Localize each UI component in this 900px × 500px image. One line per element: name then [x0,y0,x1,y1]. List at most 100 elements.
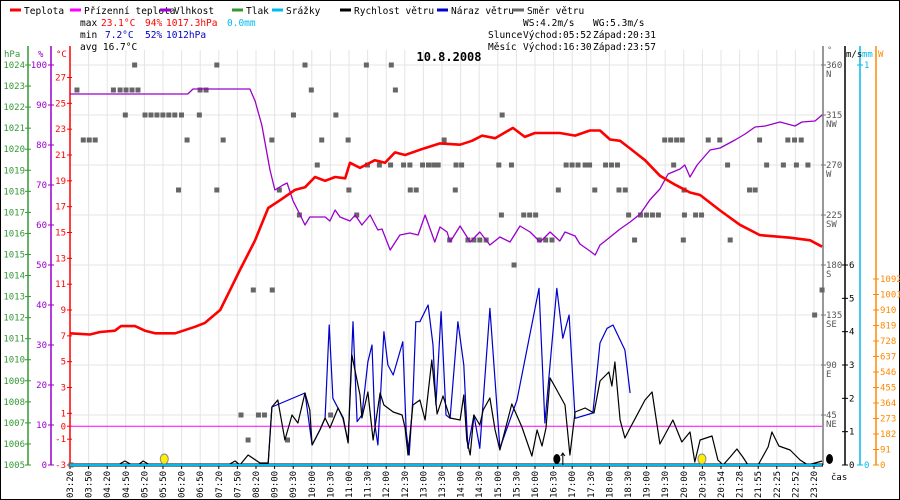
temperature-tick-label: 13 [55,254,66,264]
x-tick-label: 03:20 [66,471,76,498]
direction-tick-label: 90 [826,361,837,371]
wind-direction-point [413,187,419,193]
temperature-tick-label: 25 [55,99,66,109]
wind-direction-point [132,62,138,68]
legend-label-3: Tlak [246,6,269,17]
wind-direction-point [649,212,655,218]
wind-direction-point [609,162,615,168]
humidity-tick-label: 40 [36,301,47,311]
direction-tick-label: 270 [826,161,842,171]
wind-direction-point [172,112,178,118]
solar-tick-label: 728 [880,337,896,347]
wind-direction-point [255,412,261,418]
wind-direction-point [792,137,798,143]
pressure-tick-label: 1021 [3,124,25,134]
wind-direction-point [425,162,431,168]
legend-label-0: Teplota [24,6,64,17]
x-tick-label: 22:25 [773,471,783,498]
humidity-tick-label: 50 [36,261,47,271]
wind-direction-point [727,237,733,243]
temperature-tick-label: 19 [55,177,66,187]
wind-direction-point [680,237,686,243]
wind-direction-point [285,437,291,443]
wind-direction-point [302,62,308,68]
wind-direction-point [407,162,413,168]
wind-direction-point [812,312,818,318]
humidity-tick-label: 70 [36,181,47,191]
wind-direction-point [388,162,394,168]
x-tick-label: 15:00 [494,471,504,498]
x-tick-label: 05:50 [159,471,169,498]
wind-tick-label: 5 [849,294,854,304]
temperature-tick-label: 3 [61,384,66,394]
x-tick-label: 17:00 [568,471,578,498]
x-tick-label: 03:50 [85,471,95,498]
wind-direction-point [668,137,674,143]
x-tick-label: 04:20 [103,471,113,498]
wind-direction-point [785,137,791,143]
wind-direction-point [582,162,588,168]
direction-tick-name: NW [826,120,837,130]
wind-direction-point [521,212,527,218]
wind-direction-point [245,437,251,443]
wind-direction-point [276,187,282,193]
wind-direction-point [679,137,685,143]
wind-direction-point [319,137,325,143]
x-tick-label: 21:55 [754,471,764,498]
temperature-tick-label: 7 [61,332,66,342]
wind-direction-point [86,137,92,143]
wind-direction-point [129,87,135,93]
rain-tick-label: 0 [864,461,869,471]
humidity-tick-label: 10 [36,421,47,431]
legend-label-1: Přízenní teplota [84,6,176,17]
x-tick-label: 17:30 [587,471,597,498]
wind-direction-point [569,162,575,168]
wind-direction-point [674,137,680,143]
pressure-tick-label: 1015 [3,250,25,260]
temperature-tick-label: 11 [55,280,66,290]
wind-direction-point [543,237,549,243]
temperature-tick-label: -3 [55,461,66,471]
astro-block: WS:4.2m/s WG:5.3m/s Slunce Východ:05:52 … [488,18,656,53]
humidity-tick-label: 20 [36,381,47,391]
wind-direction-point [527,212,533,218]
temperature-tick-label: 1 [61,409,66,419]
wind-direction-point [122,112,128,118]
wind-direction-point [725,162,731,168]
wind-direction-point [214,187,220,193]
sunset-marker [697,453,707,465]
wind-direction-point [471,237,477,243]
pressure-tick-label: 1005 [3,461,25,471]
solar-tick-label: 364 [880,399,896,409]
pressure-tick-label: 1011 [3,335,25,345]
wind-direction-point [793,162,799,168]
x-tick-label: 21:28 [736,471,746,498]
x-tick-label: 11:00 [345,471,355,498]
pressure-tick-label: 1007 [3,419,25,429]
x-tick-label: 11:30 [364,471,374,498]
sun-rise: Východ:05:52 [523,30,592,41]
stats-min-temp: 7.2°C [105,30,134,41]
moonset-marker [826,454,834,464]
wind-direction-point [392,87,398,93]
x-tick-label: 07:20 [215,471,225,498]
wind-direction-point [499,112,505,118]
pressure-tick-label: 1019 [3,166,25,176]
x-tick-label: 08:20 [252,471,262,498]
solar-tick-label: 1001 [880,291,900,301]
sun-set: Západ:20:31 [593,30,656,41]
direction-tick-name: SW [826,220,837,230]
wind-direction-point [203,87,209,93]
wind-direction-point [314,162,320,168]
wind-direction-point [592,187,598,193]
moon-set: Západ:23:57 [593,42,656,53]
wind-direction-point [441,137,447,143]
humidity-tick-label: 100 [31,61,47,71]
wind-direction-point [160,112,166,118]
max-wind-speed: WS:4.2m/s [523,18,574,29]
wind-direction-point [80,137,86,143]
wind-direction-point [290,112,296,118]
wind-direction-point [123,87,129,93]
solar-tick-label: 182 [880,430,896,440]
